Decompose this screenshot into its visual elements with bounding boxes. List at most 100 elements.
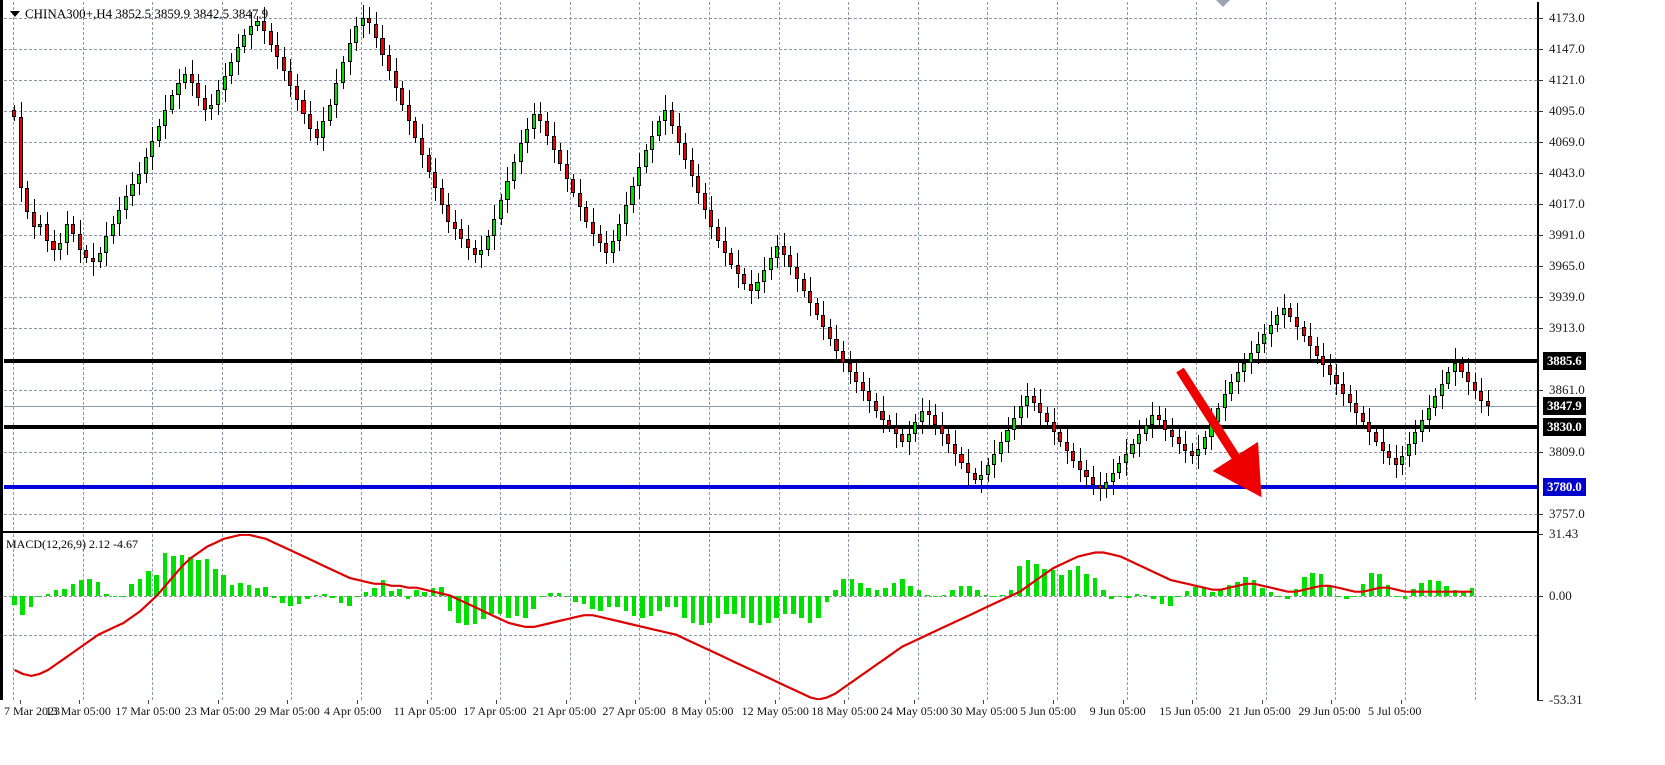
- candle-bearish: [1294, 317, 1300, 327]
- macd-axis-tick-label: 0.00: [1549, 587, 1572, 603]
- candle-bullish: [1018, 405, 1023, 418]
- resistance-line-3830[interactable]: [4, 425, 1537, 430]
- candle-bearish: [854, 372, 859, 382]
- candle-bearish: [933, 415, 938, 425]
- chevron-down-icon[interactable]: [10, 11, 20, 18]
- candle-bearish: [1308, 336, 1313, 347]
- scroll-position-marker-icon[interactable]: [1216, 0, 1230, 7]
- candle-bullish: [229, 61, 234, 77]
- price-axis-tick: [1537, 17, 1543, 19]
- macd-histogram-bar: [481, 595, 486, 619]
- macd-histogram-bar: [1126, 595, 1131, 599]
- date-axis-label: 17 Mar 05:00: [115, 704, 181, 718]
- gridline-vertical: [361, 2, 362, 530]
- candle-bullish: [1012, 417, 1017, 430]
- macd-histogram-bar: [598, 595, 603, 612]
- candle-bearish: [821, 314, 826, 327]
- macd-histogram-bar: [908, 586, 913, 596]
- candle-bearish: [77, 233, 82, 251]
- candle-bullish: [1419, 420, 1425, 433]
- gridline-horizontal: [4, 328, 1537, 330]
- price-axis-highlight-3885-6[interactable]: 3885.6: [1543, 351, 1586, 370]
- candle-bullish: [1150, 415, 1155, 425]
- date-axis-tick: [565, 700, 567, 704]
- price-axis-tick: [1537, 110, 1543, 112]
- price-axis-tick: [1537, 172, 1543, 174]
- price-chart-pane[interactable]: [4, 2, 1537, 530]
- macd-histogram-bar: [623, 595, 629, 611]
- gridline-horizontal: [4, 297, 1537, 299]
- date-axis[interactable]: 7 Mar 2023 13 Mar 05:00 17 Mar 05:00 23 Mar…: [0, 700, 1537, 730]
- macd-histogram-bar: [891, 582, 897, 596]
- macd-histogram-bar: [807, 595, 813, 624]
- macd-histogram-bar: [983, 595, 989, 597]
- chart-left-border: [0, 0, 3, 700]
- current-price-line[interactable]: [4, 405, 1537, 407]
- macd-histogram-bar: [330, 595, 335, 598]
- candle-bullish: [1222, 393, 1227, 409]
- macd-indicator-pane[interactable]: [4, 534, 1537, 700]
- date-axis-label: 30 May 05:00: [950, 704, 1018, 718]
- candle-bullish: [1110, 472, 1115, 483]
- candle-bullish: [512, 162, 517, 182]
- candle-bullish: [1025, 396, 1030, 406]
- gridline-vertical: [82, 2, 84, 530]
- macd-histogram-bar: [1159, 595, 1165, 604]
- macd-histogram-bar: [397, 588, 402, 596]
- macd-histogram-bar: [213, 569, 218, 596]
- macd-histogram-bar: [104, 593, 109, 596]
- candle-bearish: [301, 99, 306, 115]
- candle-bullish: [531, 114, 536, 129]
- candle-bullish: [479, 250, 484, 256]
- price-axis-highlight-3830-0[interactable]: 3830.0: [1543, 418, 1586, 437]
- date-axis-tick: [287, 700, 289, 704]
- support-line-3780[interactable]: [4, 484, 1537, 489]
- price-axis-tick-label: 4017.0: [1549, 195, 1585, 211]
- macd-histogram-bar: [732, 595, 738, 615]
- macd-histogram-bar: [1369, 573, 1374, 596]
- macd-histogram-bar: [1302, 576, 1307, 596]
- candle-bearish: [1321, 355, 1326, 366]
- candle-bullish: [643, 150, 648, 167]
- candle-bearish: [196, 83, 201, 98]
- macd-histogram-bar: [682, 595, 687, 618]
- gridline-horizontal: [4, 203, 1537, 205]
- price-axis-tick: [1537, 297, 1543, 299]
- macd-histogram-bar: [824, 595, 830, 602]
- candle-bullish: [492, 219, 497, 237]
- candle-bearish: [413, 121, 418, 139]
- date-axis-label: 9 Jun 05:00: [1089, 704, 1146, 718]
- resistance-line-3885[interactable]: [4, 358, 1537, 363]
- macd-histogram-bar: [37, 595, 42, 597]
- macd-histogram-bar: [313, 594, 319, 596]
- candle-bullish: [215, 90, 221, 105]
- candle-bearish: [946, 434, 951, 444]
- candle-bearish: [1393, 458, 1398, 466]
- price-axis-highlight-3847-9[interactable]: 3847.9: [1543, 396, 1586, 415]
- macd-histogram-bar: [1360, 583, 1366, 596]
- candle-bullish: [1413, 432, 1418, 444]
- candle-bearish: [689, 159, 694, 177]
- candle-bearish: [459, 228, 464, 239]
- macd-histogram-bar: [749, 595, 754, 624]
- macd-histogram-bar: [62, 588, 67, 596]
- candle-bearish: [1334, 374, 1339, 385]
- candle-bearish: [735, 264, 740, 275]
- candle-bullish: [38, 224, 43, 227]
- macd-histogram-bar: [95, 581, 101, 596]
- price-axis[interactable]: 4173.0 4147.0 4121.0 4095.0 4069.0 4043.0 4017…: [1537, 0, 1665, 765]
- macd-histogram-bar: [246, 585, 252, 596]
- candle-bearish: [1044, 412, 1050, 423]
- candle-bullish: [913, 422, 918, 435]
- macd-histogram-bar: [229, 584, 235, 596]
- candle-bearish: [18, 116, 23, 189]
- candle-bearish: [788, 255, 793, 268]
- candle-bullish: [1143, 424, 1148, 435]
- date-axis-label: 21 Jun 05:00: [1228, 704, 1291, 718]
- price-axis-highlight-3780-0[interactable]: 3780.0: [1543, 477, 1586, 496]
- candle-bearish: [597, 233, 602, 244]
- candle-bearish: [465, 238, 471, 249]
- candle-bullish: [650, 135, 655, 151]
- candle-bullish: [518, 142, 523, 163]
- candle-bullish: [1281, 307, 1286, 315]
